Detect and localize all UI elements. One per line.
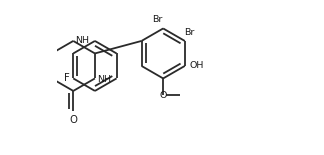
Text: Br: Br (152, 15, 163, 24)
Text: NH: NH (75, 35, 90, 44)
Text: F: F (64, 73, 70, 83)
Text: Br: Br (184, 28, 194, 37)
Text: O: O (159, 91, 167, 100)
Text: OH: OH (190, 61, 204, 70)
Text: O: O (69, 115, 77, 125)
Text: NH: NH (97, 75, 111, 84)
